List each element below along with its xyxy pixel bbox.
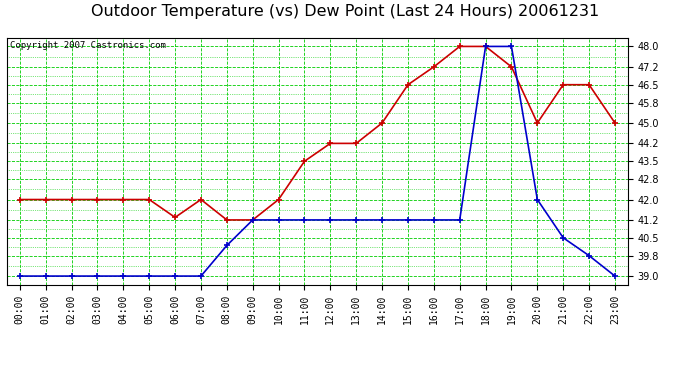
Text: Copyright 2007 Castronics.com: Copyright 2007 Castronics.com (10, 41, 166, 50)
Text: Outdoor Temperature (vs) Dew Point (Last 24 Hours) 20061231: Outdoor Temperature (vs) Dew Point (Last… (91, 4, 599, 19)
